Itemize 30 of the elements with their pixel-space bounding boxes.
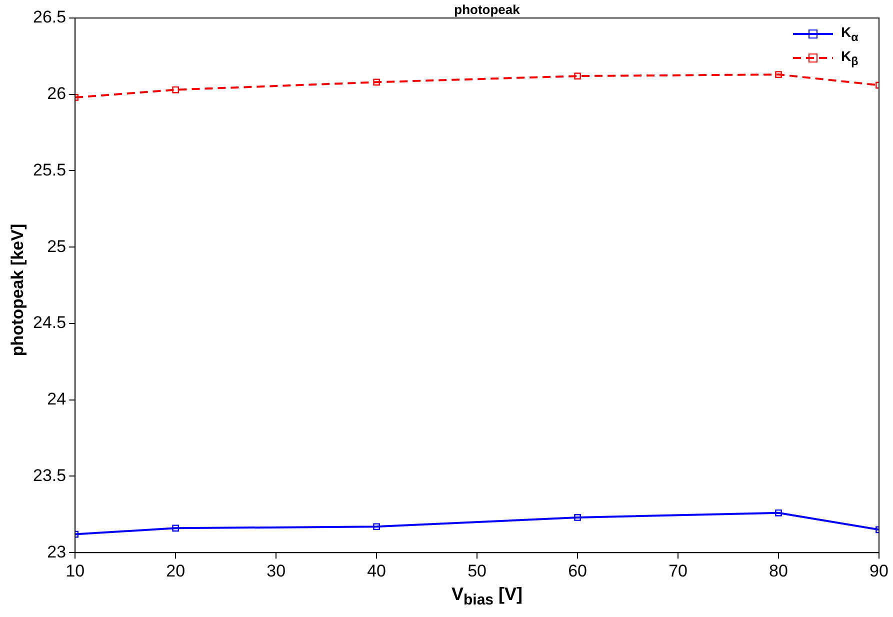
point [373,523,380,530]
y-tick-label: 23 [47,542,66,562]
legend-label: K$_{α}$ [841,24,858,44]
y-tick-label: 23.5 [32,466,66,485]
point [373,78,380,86]
point [574,72,581,80]
x-tick-label: 30 [266,561,286,580]
point [172,524,180,532]
point [574,514,581,521]
chart-title: photopeak [453,2,521,17]
y-tick-label: 26.5 [32,8,66,27]
x-tick-label: 80 [769,561,788,580]
x-tick-label: 20 [166,561,186,580]
x-tick-label: 90 [870,561,888,580]
x-tick-label: 10 [66,561,85,580]
point [172,86,180,94]
x-tick-label: 50 [468,561,487,580]
x-tick-label: 40 [367,561,386,580]
y-tick-label: 26 [47,84,66,104]
point [775,509,782,516]
y-tick-label: 24.5 [32,313,66,332]
x-tick-label: 60 [568,561,587,580]
x-tick-label: 70 [668,561,688,580]
legend-label: K$_{β}$ [841,48,858,68]
x-axis-title: V$_{bias}$ [V] [450,584,524,609]
y-axis-title: photopeak [keV] [8,224,28,356]
y-tick-label: 25 [47,236,66,256]
point [775,71,782,78]
y-tick-label: 24 [47,390,66,409]
y-tick-label: 25.5 [32,160,66,180]
